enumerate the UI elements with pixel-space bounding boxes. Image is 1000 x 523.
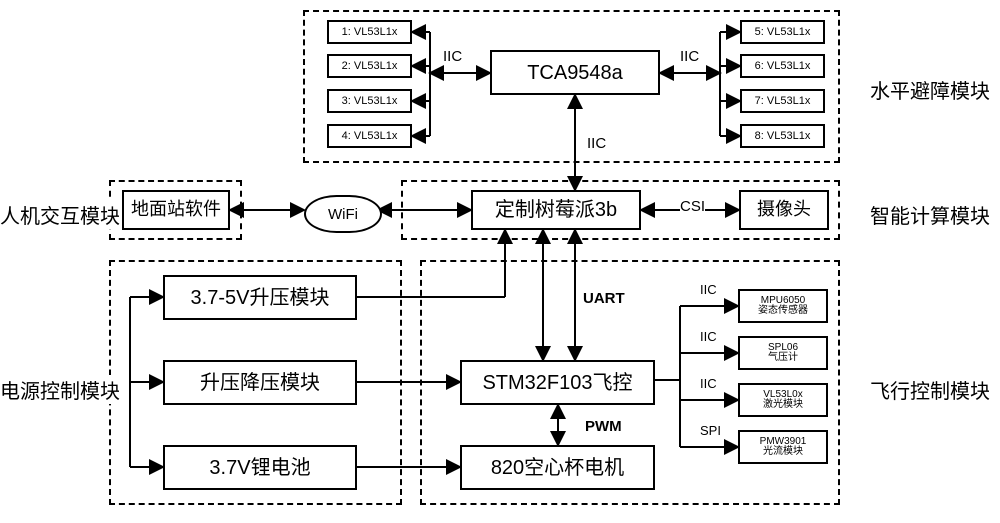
box-camera: 摄像头 bbox=[739, 190, 829, 230]
box-pi: 定制树莓派3b bbox=[471, 190, 641, 230]
module-label-power: 电源控制模块 bbox=[0, 375, 120, 404]
conn-label-3: CSI bbox=[680, 198, 705, 215]
flight-sensor-protocol-3: SPI bbox=[700, 423, 721, 438]
conn-label-2: IIC bbox=[587, 135, 606, 152]
flight-sensor-protocol-1: IIC bbox=[700, 329, 717, 344]
conn-label-0: IIC bbox=[443, 48, 462, 65]
flight-sensor-2: VL53L0x激光模块 bbox=[738, 383, 828, 417]
flight-sensor-line2: 气压计 bbox=[768, 353, 798, 363]
module-label-hci: 人机交互模块 bbox=[0, 200, 120, 229]
flight-sensor-1: SPL06气压计 bbox=[738, 336, 828, 370]
flight-sensor-line2: 姿态传感器 bbox=[758, 306, 808, 316]
conn-label-1: IIC bbox=[680, 48, 699, 65]
sensors_left-2: 3: VL53L1x bbox=[327, 89, 412, 113]
flight-sensor-3: PMW3901光流模块 bbox=[738, 430, 828, 464]
wifi-cloud: WiFi bbox=[304, 195, 382, 233]
flight-sensor-line2: 光流模块 bbox=[763, 447, 803, 457]
box-buckboost: 升压降压模块 bbox=[163, 360, 357, 405]
module-label-flight: 飞行控制模块 bbox=[870, 375, 990, 404]
box-gcs: 地面站软件 bbox=[122, 190, 230, 230]
sensors_right-0: 5: VL53L1x bbox=[740, 20, 825, 44]
sensors_right-3: 8: VL53L1x bbox=[740, 124, 825, 148]
module-label-compute: 智能计算模块 bbox=[870, 200, 990, 229]
sensors_left-1: 2: VL53L1x bbox=[327, 54, 412, 78]
box-tca9548a: TCA9548a bbox=[490, 50, 660, 95]
sensors_right-1: 6: VL53L1x bbox=[740, 54, 825, 78]
module-label-obstacle: 水平避障模块 bbox=[870, 75, 990, 104]
sensors_left-3: 4: VL53L1x bbox=[327, 124, 412, 148]
flight-sensor-protocol-2: IIC bbox=[700, 376, 717, 391]
box-motor: 820空心杯电机 bbox=[460, 445, 655, 490]
box-stm32: STM32F103飞控 bbox=[460, 360, 655, 405]
box-lipo: 3.7V锂电池 bbox=[163, 445, 357, 490]
sensors_left-0: 1: VL53L1x bbox=[327, 20, 412, 44]
flight-sensor-protocol-0: IIC bbox=[700, 282, 717, 297]
sensors_right-2: 7: VL53L1x bbox=[740, 89, 825, 113]
flight-sensor-0: MPU6050姿态传感器 bbox=[738, 289, 828, 323]
flight-sensor-line2: 激光模块 bbox=[763, 400, 803, 410]
conn-label-4: UART bbox=[583, 290, 625, 307]
conn-label-5: PWM bbox=[585, 418, 622, 435]
box-boost: 3.7-5V升压模块 bbox=[163, 275, 357, 320]
